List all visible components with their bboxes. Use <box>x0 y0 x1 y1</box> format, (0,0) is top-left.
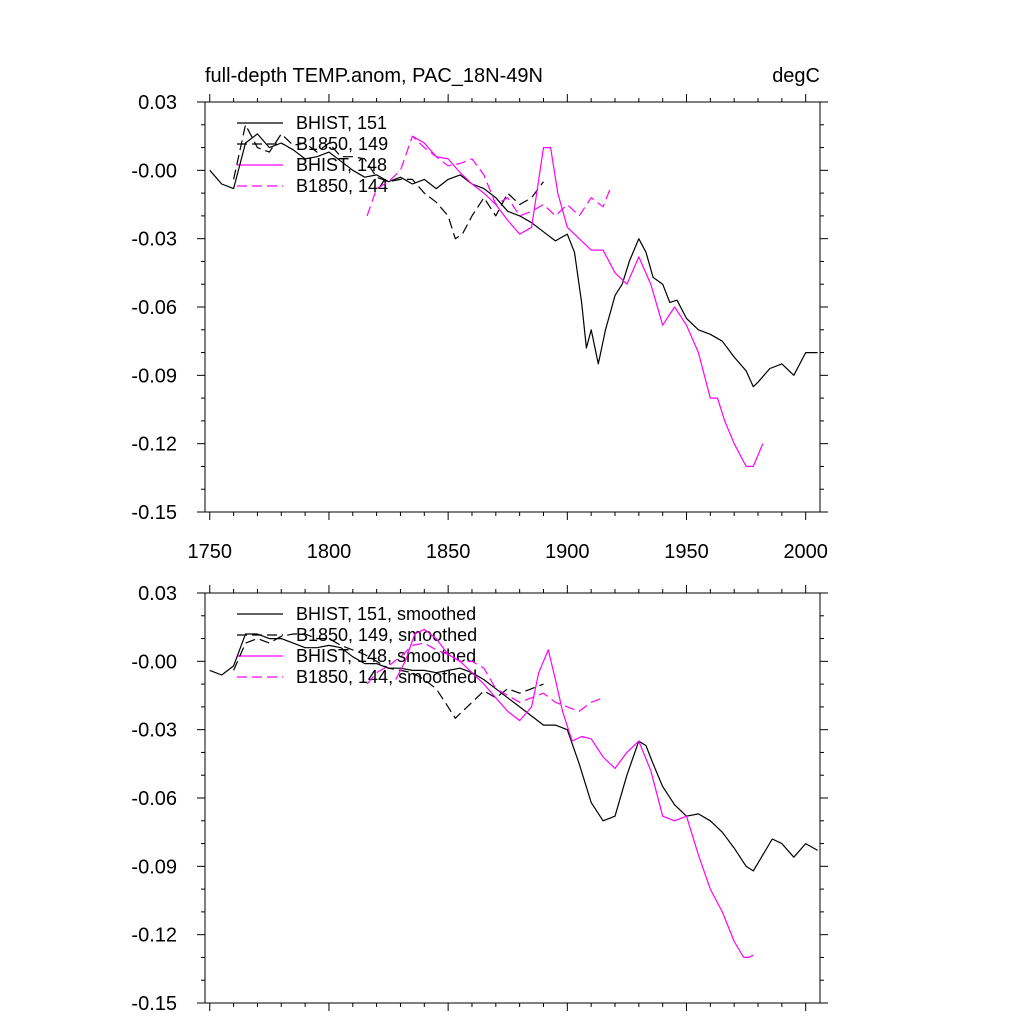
y-tick-label: -0.00 <box>131 160 177 182</box>
series-line-0 <box>209 133 818 388</box>
y-tick-label: -0.15 <box>131 993 177 1015</box>
legend-label: B1850, 144 <box>296 176 388 196</box>
top-series <box>209 124 818 467</box>
y-tick-label: -0.00 <box>131 651 177 673</box>
y-tick-label: -0.12 <box>131 925 177 947</box>
y-tick-label: -0.12 <box>131 434 177 456</box>
y-tick-label: -0.03 <box>131 229 177 251</box>
y-tick-label: 0.03 <box>138 92 177 114</box>
x-tick-label: 1800 <box>307 541 352 563</box>
series-line-3 <box>366 642 604 713</box>
x-tick-label: 1950 <box>664 541 709 563</box>
chart-bottom: 0.03 -0.00 -0.03 -0.06 -0.09 -0.12 -0.15 BHIST… <box>131 583 828 1015</box>
series-line-0 <box>209 633 818 872</box>
legend-label: BHIST, 151, smoothed <box>296 604 476 624</box>
legend-label: BHIST, 148 <box>296 155 387 175</box>
bottom-series <box>209 628 818 959</box>
series-line-1 <box>233 633 544 719</box>
x-tick-label: 1750 <box>188 541 233 563</box>
y-tick-label: -0.06 <box>131 788 177 810</box>
series-line-1 <box>233 124 544 240</box>
units-label: degC <box>772 65 820 87</box>
y-tick-label: -0.06 <box>131 297 177 319</box>
y-tick-label: -0.09 <box>131 856 177 878</box>
chart-top: full-depth TEMP.anom, PAC_18N-49N degC 0… <box>131 65 828 563</box>
y-tick-label: -0.15 <box>131 502 177 524</box>
bottom-axes: 0.03 -0.00 -0.03 -0.06 -0.09 -0.12 -0.15 <box>131 583 828 1015</box>
x-tick-label: 1900 <box>545 541 590 563</box>
y-tick-label: -0.03 <box>131 720 177 742</box>
legend-label: B1850, 149, smoothed <box>296 625 477 645</box>
legend-label: B1850, 149 <box>296 134 388 154</box>
series-line-2 <box>412 135 764 467</box>
x-tick-label: 1850 <box>426 541 471 563</box>
x-tick-label: 2000 <box>783 541 828 563</box>
y-tick-label: 0.03 <box>138 583 177 605</box>
legend-label: BHIST, 151 <box>296 113 387 133</box>
y-tick-label: -0.09 <box>131 365 177 387</box>
series-line-3 <box>366 135 611 217</box>
chart-title: full-depth TEMP.anom, PAC_18N-49N <box>205 65 543 87</box>
top-axes: 0.03 -0.00 -0.03 -0.06 -0.09 -0.12 -0.15 1750 18… <box>131 92 828 563</box>
legend-label: BHIST, 148, smoothed <box>296 646 476 666</box>
